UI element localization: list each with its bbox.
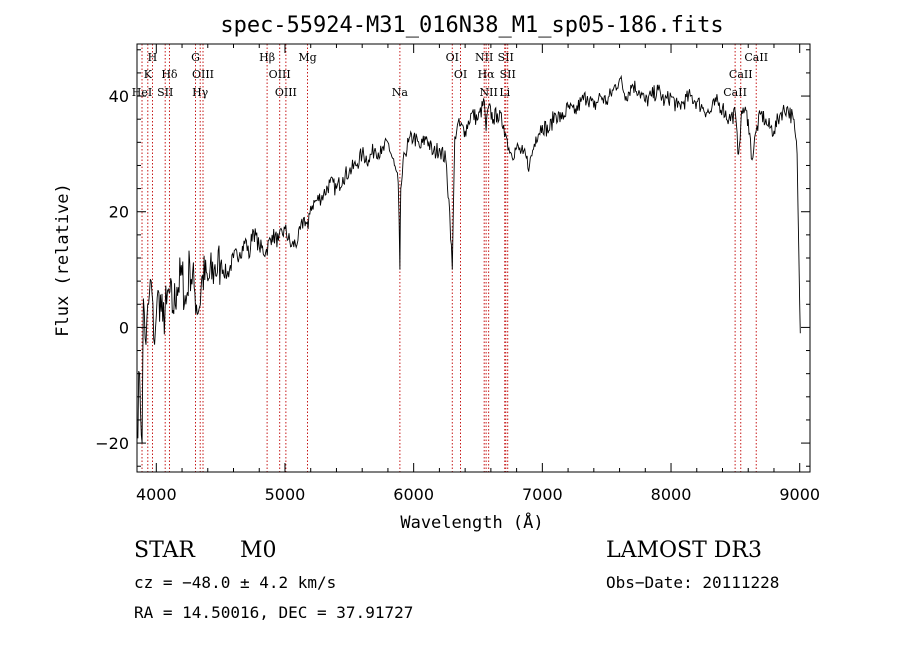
line-label-23: CaII xyxy=(723,86,747,99)
line-label-22: CaII xyxy=(729,68,753,81)
survey-name: LAMOST DR3 xyxy=(606,538,762,563)
line-label-17: Hα xyxy=(478,68,496,81)
line-label-5: G xyxy=(191,51,200,64)
line-label-10: OIII xyxy=(275,86,297,99)
line-label-16: SII xyxy=(498,51,514,64)
line-label-2: HeI xyxy=(132,86,152,99)
y-tick-label-3: 40 xyxy=(109,87,129,106)
chart-title: spec-55924-M31_016N38_M1_sp05-186.fits xyxy=(220,13,723,38)
line-label-18: SII xyxy=(500,68,516,81)
observation-date: Obs−Date: 20111228 xyxy=(606,573,780,592)
line-label-6: OIII xyxy=(192,68,214,81)
line-label-4: Hδ xyxy=(161,68,178,81)
line-label-19: NII xyxy=(480,86,498,99)
spectrum-chart: spec-55924-M31_016N38_M1_sp05-186.fits H… xyxy=(53,13,820,533)
redshift-cz: cz = −48.0 ± 4.2 km/s xyxy=(134,573,337,592)
y-tick-label-1: 0 xyxy=(119,318,129,337)
x-tick-label-1: 5000 xyxy=(265,485,306,504)
x-tick-label-2: 6000 xyxy=(393,485,434,504)
y-tick-label-0: −20 xyxy=(95,434,129,453)
x-tick-label-0: 4000 xyxy=(136,485,177,504)
line-label-8: Hβ xyxy=(259,51,275,64)
line-label-11: Mg xyxy=(298,51,316,64)
line-label-7: Hγ xyxy=(192,86,209,99)
x-tick-label-3: 7000 xyxy=(522,485,563,504)
y-axis: −20 0 20 40 xyxy=(95,49,810,467)
line-label-20: Li xyxy=(499,86,510,99)
y-axis-label: Flux (relative) xyxy=(53,183,73,337)
line-label-13: OI xyxy=(446,51,459,64)
object-class: STAR xyxy=(134,538,195,563)
line-label-21: CaII xyxy=(744,51,768,64)
y-tick-label-2: 20 xyxy=(109,203,129,222)
line-label-0: H xyxy=(148,51,158,64)
x-tick-label-5: 9000 xyxy=(779,485,820,504)
x-axis-label: Wavelength (Å) xyxy=(400,511,543,533)
line-label-3: SII xyxy=(157,86,173,99)
object-subclass: M0 xyxy=(240,538,277,563)
line-label-12: Na xyxy=(392,86,409,99)
line-label-9: OIII xyxy=(269,68,291,81)
flux-series-line xyxy=(136,74,801,444)
x-tick-label-4: 8000 xyxy=(651,485,692,504)
ra-dec-coordinates: RA = 14.50016, DEC = 37.91727 xyxy=(134,603,414,622)
line-label-14: OI xyxy=(454,68,467,81)
x-axis: 4000 5000 6000 7000 8000 9000 xyxy=(136,44,820,504)
plot-frame xyxy=(136,43,811,473)
line-label-1: K xyxy=(144,68,153,81)
spectrum-series xyxy=(136,74,801,444)
line-label-15: NII xyxy=(475,51,493,64)
